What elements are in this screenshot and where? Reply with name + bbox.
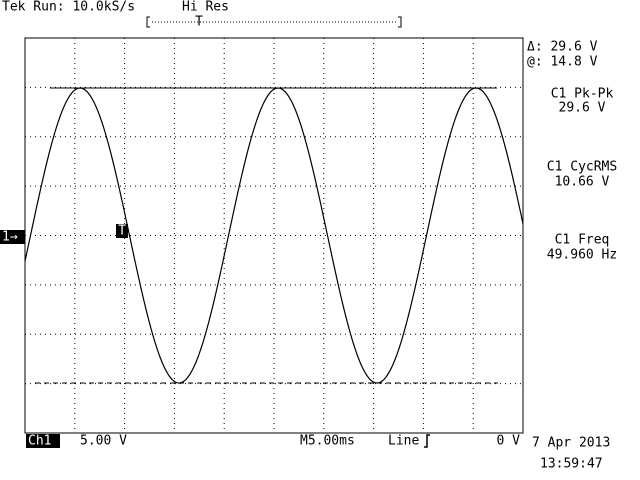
trigger-pos-top: T xyxy=(195,15,203,30)
record-bracket xyxy=(146,16,402,28)
waveform xyxy=(24,87,524,384)
channel-label-bg xyxy=(26,434,60,448)
timebase: M5.00ms xyxy=(300,434,355,449)
measurement-label: C1 Freq xyxy=(555,233,610,248)
channel-label: Ch1 xyxy=(28,434,51,449)
time: 13:59:47 xyxy=(540,457,603,472)
measurement-label: C1 Pk-Pk xyxy=(551,87,614,102)
trigger-marker-bg xyxy=(116,224,128,238)
measurement-value: 10.66 V xyxy=(555,175,610,190)
measurement-value: 49.960 Hz xyxy=(547,248,617,263)
measurement-value: 29.6 V xyxy=(559,101,606,116)
channel-marker: 1→ xyxy=(2,230,18,245)
trigger-marker: T xyxy=(118,224,126,239)
status: Tek Run: 10.0kS/s xyxy=(2,0,135,15)
channel-marker-bg xyxy=(0,230,25,244)
cursor-delta: Δ: 29.6 V xyxy=(527,40,598,55)
measurement-label: C1 CycRMS xyxy=(547,160,617,175)
acq-mode: Hi Res xyxy=(182,0,229,15)
date: 7 Apr 2013 xyxy=(532,436,610,451)
trigger-source: Line xyxy=(388,434,419,449)
trigger-slope xyxy=(424,434,430,448)
volts-per-div: 5.00 V xyxy=(80,434,127,449)
trigger-level: 0 V xyxy=(497,434,521,449)
cursor-at: @: 14.8 V xyxy=(527,55,598,70)
